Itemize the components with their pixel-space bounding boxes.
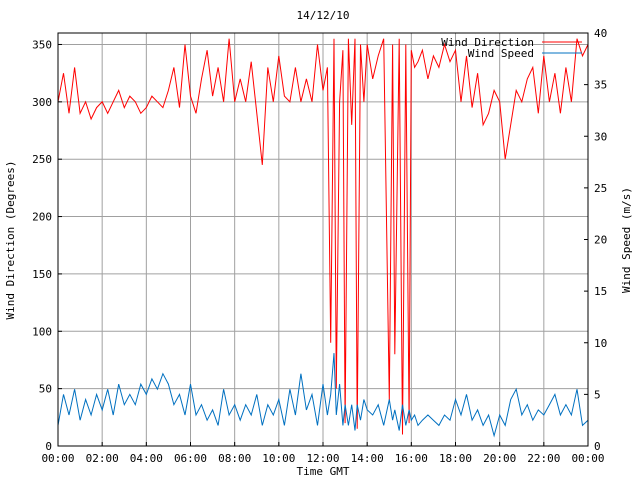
y2-tick-label: 35 <box>594 79 607 92</box>
y2-tick-label: 25 <box>594 182 607 195</box>
series-line-wind-speed <box>57 353 589 438</box>
y-tick-label: 150 <box>32 268 52 281</box>
legend-label-speed: Wind Speed <box>468 47 534 60</box>
x-tick-label: 06:00 <box>174 452 207 465</box>
series-layer <box>57 38 589 438</box>
chart-title: 14/12/10 <box>297 9 350 22</box>
y-tick-label: 350 <box>32 38 52 51</box>
x-tick-label: 20:00 <box>483 452 516 465</box>
y2-tick-label: 0 <box>594 440 601 453</box>
x-tick-label: 02:00 <box>86 452 119 465</box>
x-tick-label: 16:00 <box>395 452 428 465</box>
series-line-wind-direction <box>57 38 589 435</box>
y2-tick-label: 30 <box>594 130 607 143</box>
y-tick-label: 250 <box>32 153 52 166</box>
x-axis-label: Time GMT <box>297 465 350 478</box>
x-tick-label: 00:00 <box>571 452 604 465</box>
y2-tick-label: 15 <box>594 285 607 298</box>
y-axis-label: Wind Direction (Degrees) <box>4 161 17 320</box>
x-tick-label: 12:00 <box>306 452 339 465</box>
x-tick-label: 14:00 <box>351 452 384 465</box>
y-tick-label: 200 <box>32 211 52 224</box>
x-tick-label: 08:00 <box>218 452 251 465</box>
y2-tick-label: 10 <box>594 337 607 350</box>
y-tick-label: 300 <box>32 96 52 109</box>
ticks: 00:00 02:00 04:00 06:00 08:00 10:00 12:00 14:00… <box>32 27 607 465</box>
legend-label-direction: Wind Direction <box>441 36 534 49</box>
x-tick-label: 18:00 <box>439 452 472 465</box>
x-tick-label: 04:00 <box>130 452 163 465</box>
y2-tick-label: 5 <box>594 388 601 401</box>
y-tick-label: 50 <box>39 383 52 396</box>
y2-tick-label: 20 <box>594 234 607 247</box>
y-tick-label: 0 <box>45 440 52 453</box>
x-tick-label: 22:00 <box>527 452 560 465</box>
legend: Wind Direction Wind Speed <box>441 36 582 60</box>
x-tick-label: 10:00 <box>262 452 295 465</box>
y2-tick-label: 40 <box>594 27 607 40</box>
y-tick-label: 100 <box>32 325 52 338</box>
y2-axis-label: Wind Speed (m/s) <box>620 187 633 293</box>
x-tick-label: 00:00 <box>41 452 74 465</box>
